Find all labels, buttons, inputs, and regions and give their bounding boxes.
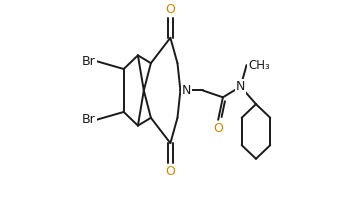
Text: N: N xyxy=(236,80,245,93)
Text: O: O xyxy=(165,3,175,16)
Text: O: O xyxy=(213,122,223,135)
Text: CH₃: CH₃ xyxy=(248,59,270,72)
Text: O: O xyxy=(165,165,175,178)
Text: Br: Br xyxy=(82,113,96,126)
Text: N: N xyxy=(182,84,191,97)
Text: Br: Br xyxy=(82,55,96,68)
